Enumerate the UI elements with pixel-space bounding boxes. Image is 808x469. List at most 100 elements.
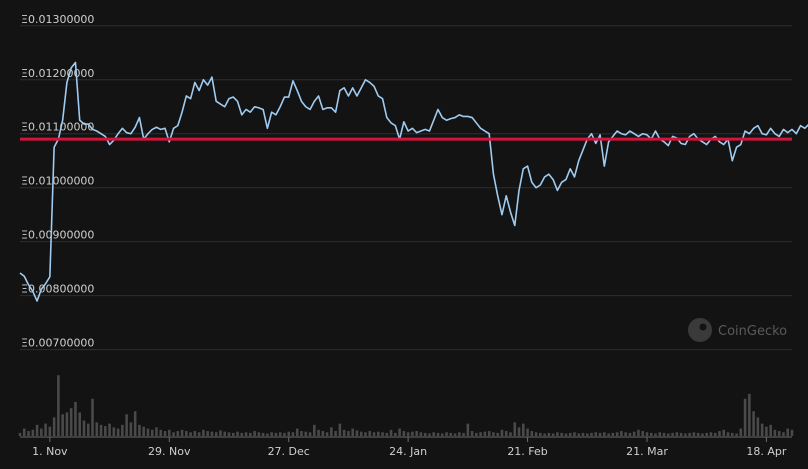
volume-bar bbox=[722, 429, 726, 436]
volume-bar bbox=[756, 417, 760, 436]
volume-bar bbox=[150, 429, 154, 436]
volume-bar bbox=[402, 431, 406, 436]
volume-bar bbox=[773, 429, 777, 436]
volume-bar bbox=[782, 432, 785, 436]
volume-bar bbox=[419, 432, 423, 436]
volume-bar bbox=[197, 432, 201, 436]
volume-bar bbox=[534, 432, 538, 436]
volume-bar bbox=[675, 432, 679, 436]
volume-bar bbox=[27, 431, 30, 436]
volume-bar bbox=[180, 429, 184, 436]
volume-bar bbox=[466, 423, 470, 436]
y-tick-label: Ξ0.00700000 bbox=[21, 337, 94, 350]
volume-bar bbox=[351, 428, 354, 436]
volume-bar bbox=[585, 433, 589, 436]
volume-bar bbox=[436, 432, 440, 436]
volume-bar bbox=[624, 432, 627, 436]
y-tick-label: Ξ0.01100000 bbox=[21, 121, 94, 134]
volume-bar bbox=[368, 431, 372, 436]
volume-bar bbox=[287, 431, 290, 436]
y-tick-label: Ξ0.01300000 bbox=[21, 13, 94, 26]
coingecko-logo-icon bbox=[688, 318, 712, 342]
volume-bar bbox=[594, 432, 598, 436]
volume-bar bbox=[564, 433, 568, 436]
volume-bar bbox=[330, 427, 333, 436]
volume-bar bbox=[760, 423, 764, 436]
volume-bar bbox=[266, 433, 269, 436]
coingecko-watermark: CoinGecko bbox=[688, 318, 787, 342]
volume-bar bbox=[48, 426, 52, 436]
volume-bar bbox=[86, 423, 90, 436]
volume-bar bbox=[615, 432, 619, 436]
volume-bar bbox=[513, 422, 517, 436]
volume-bar bbox=[517, 427, 521, 436]
volume-bar bbox=[283, 432, 286, 436]
volume-bar bbox=[206, 431, 209, 436]
volume-bar bbox=[641, 431, 644, 436]
volume-bar bbox=[112, 427, 116, 436]
volume-bar bbox=[423, 432, 427, 436]
volume-bar bbox=[458, 432, 461, 436]
volume-bar bbox=[475, 432, 478, 436]
volume-bar bbox=[765, 426, 768, 436]
volume-bar bbox=[547, 432, 551, 436]
coingecko-logo-eye-icon bbox=[699, 323, 707, 331]
volume-bar bbox=[359, 431, 363, 436]
volume-bar bbox=[662, 432, 666, 436]
volume-bar bbox=[539, 432, 542, 436]
volume-bar bbox=[189, 432, 192, 436]
volume-bar bbox=[44, 423, 47, 436]
volume-bar bbox=[31, 429, 35, 436]
volume-bar bbox=[210, 431, 214, 436]
volume-bar bbox=[603, 432, 606, 436]
volume-bar bbox=[244, 432, 248, 436]
volume-bar bbox=[658, 432, 662, 436]
volume-bar bbox=[35, 424, 39, 436]
volume-bar bbox=[705, 432, 708, 436]
volume-bar bbox=[40, 428, 43, 436]
volume-bar bbox=[718, 431, 721, 436]
volume-bar bbox=[543, 433, 546, 436]
volume-bar bbox=[479, 432, 482, 436]
volume-bar bbox=[231, 432, 235, 436]
volume-bar bbox=[573, 432, 576, 436]
volume-bar bbox=[372, 432, 376, 436]
price-line[interactable] bbox=[19, 61, 808, 302]
volume-bar bbox=[530, 431, 534, 436]
volume-bar bbox=[389, 429, 393, 436]
volume-bar bbox=[492, 432, 495, 436]
volume-bars bbox=[18, 375, 794, 436]
volume-bar bbox=[74, 401, 77, 436]
x-tick-label: 21. Mar bbox=[626, 445, 668, 458]
volume-bar bbox=[504, 431, 508, 436]
volume-bar bbox=[342, 429, 346, 436]
volume-bar bbox=[163, 431, 167, 436]
volume-bar bbox=[752, 411, 755, 436]
volume-bar bbox=[82, 420, 86, 436]
volume-bar bbox=[726, 432, 730, 436]
volume-bar bbox=[509, 432, 512, 436]
volume-bar bbox=[278, 432, 282, 436]
volume-bar bbox=[18, 432, 22, 436]
volume-bar bbox=[91, 398, 94, 436]
volume-bar bbox=[22, 428, 26, 436]
volume-bar bbox=[193, 431, 197, 436]
volume-bar bbox=[146, 428, 150, 436]
volume-bar bbox=[176, 431, 180, 436]
volume-bar bbox=[202, 429, 205, 436]
y-tick-label: Ξ0.01000000 bbox=[21, 175, 94, 188]
volume-bar bbox=[355, 430, 359, 436]
volume-bar bbox=[688, 432, 691, 436]
volume-bar bbox=[78, 412, 81, 436]
volume-bar bbox=[415, 431, 418, 436]
volume-bar bbox=[159, 429, 163, 436]
volume-bar bbox=[172, 432, 175, 436]
volume-bar bbox=[394, 432, 397, 436]
volume-bar bbox=[470, 431, 474, 436]
volume-bar bbox=[496, 432, 499, 436]
volume-bar bbox=[428, 433, 431, 436]
x-tick-label: 1. Nov bbox=[32, 445, 68, 458]
volume-bar bbox=[99, 424, 103, 436]
volume-bar bbox=[709, 432, 713, 436]
volume-bar bbox=[57, 375, 60, 436]
